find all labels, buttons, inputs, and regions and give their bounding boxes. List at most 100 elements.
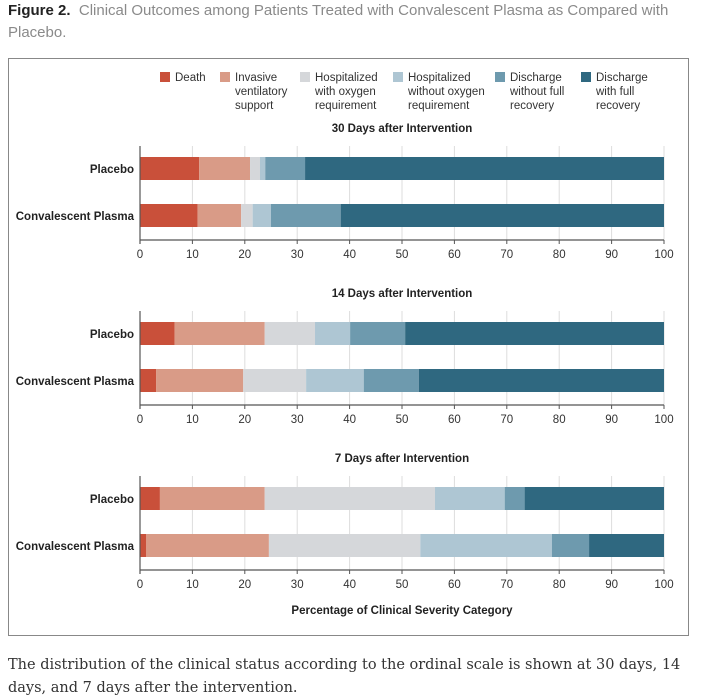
x-tick-label: 40 — [343, 414, 356, 426]
bar-segment — [259, 157, 266, 180]
x-tick-label: 0 — [137, 414, 143, 426]
bar-segment — [243, 369, 307, 392]
x-tick-label: 80 — [553, 579, 566, 591]
bar-segment — [271, 204, 341, 227]
x-tick-label: 20 — [238, 249, 251, 261]
figure-title-text: Clinical Outcomes among Patients Treated… — [8, 2, 669, 41]
legend-label: requirement — [408, 100, 470, 112]
legend-label: Discharge — [596, 72, 648, 84]
bar-segment — [174, 322, 265, 345]
legend-label: Death — [175, 72, 206, 84]
legend-label: recovery — [510, 100, 554, 112]
figure-label: Figure 2. — [8, 2, 71, 19]
bar-segment — [140, 487, 160, 510]
bar-segment — [350, 322, 406, 345]
legend-swatch — [300, 72, 310, 82]
legend-label: with full — [595, 86, 634, 98]
bar-segment — [140, 204, 198, 227]
bar-segment — [435, 487, 505, 510]
bar-segment — [146, 534, 269, 557]
category-label: Placebo — [90, 164, 134, 176]
bar-segment — [250, 157, 260, 180]
x-tick-label: 30 — [291, 579, 304, 591]
x-tick-label: 100 — [654, 249, 673, 261]
bar-segment — [252, 204, 271, 227]
panel-title: 7 Days after Intervention — [335, 453, 469, 465]
bar-segment — [524, 487, 664, 510]
x-tick-label: 60 — [448, 414, 461, 426]
x-tick-label: 40 — [343, 249, 356, 261]
x-tick-label: 50 — [396, 249, 409, 261]
panel-title: 30 Days after Intervention — [332, 123, 473, 135]
legend-label: without full — [509, 86, 564, 98]
legend-label: Hospitalized — [315, 72, 378, 84]
legend-swatch — [160, 72, 170, 82]
legend-label: requirement — [315, 100, 377, 112]
x-tick-label: 10 — [186, 249, 199, 261]
x-tick-label: 80 — [553, 249, 566, 261]
bar-segment — [504, 487, 525, 510]
bar-segment — [140, 369, 157, 392]
x-tick-label: 40 — [343, 579, 356, 591]
x-tick-label: 70 — [500, 414, 513, 426]
legend-label: Invasive — [235, 72, 277, 84]
x-tick-label: 50 — [396, 414, 409, 426]
legend-label: ventilatory — [235, 86, 288, 98]
bar-segment — [305, 157, 664, 180]
legend-label: recovery — [596, 100, 640, 112]
x-tick-label: 0 — [137, 249, 143, 261]
x-tick-label: 20 — [238, 414, 251, 426]
bar-segment — [589, 534, 664, 557]
legend-label: without oxygen — [407, 86, 485, 98]
legend-swatch — [581, 72, 591, 82]
bar-segment — [241, 204, 253, 227]
category-label: Convalescent Plasma — [16, 376, 135, 388]
x-tick-label: 90 — [605, 249, 618, 261]
x-tick-label: 80 — [553, 414, 566, 426]
x-tick-label: 90 — [605, 579, 618, 591]
bar-segment — [140, 534, 147, 557]
legend-label: support — [235, 100, 274, 112]
bar-segment — [420, 534, 552, 557]
x-tick-label: 90 — [605, 414, 618, 426]
x-tick-label: 100 — [654, 414, 673, 426]
bar-segment — [315, 322, 351, 345]
category-label: Placebo — [90, 494, 134, 506]
bar-segment — [340, 204, 664, 227]
bar-segment — [140, 157, 200, 180]
bar-segment — [306, 369, 364, 392]
x-tick-label: 100 — [654, 579, 673, 591]
x-tick-label: 0 — [137, 579, 143, 591]
bar-segment — [418, 369, 664, 392]
legend-label: Hospitalized — [408, 72, 471, 84]
x-tick-label: 50 — [396, 579, 409, 591]
category-label: Convalescent Plasma — [16, 541, 135, 553]
legend-swatch — [220, 72, 230, 82]
x-tick-label: 10 — [186, 414, 199, 426]
legend-swatch — [393, 72, 403, 82]
legend-label: Discharge — [510, 72, 562, 84]
legend-swatch — [495, 72, 505, 82]
category-label: Placebo — [90, 329, 134, 341]
figure-frame — [8, 58, 689, 636]
bar-segment — [363, 369, 419, 392]
bar-segment — [140, 322, 175, 345]
x-tick-label: 70 — [500, 249, 513, 261]
bar-segment — [197, 204, 242, 227]
category-label: Convalescent Plasma — [16, 211, 135, 223]
bar-segment — [264, 322, 316, 345]
x-tick-label: 70 — [500, 579, 513, 591]
legend-label: with oxygen — [314, 86, 376, 98]
figure-caption: The distribution of the clinical status … — [8, 657, 681, 696]
bar-segment — [551, 534, 590, 557]
bar-segment — [199, 157, 251, 180]
x-tick-label: 20 — [238, 579, 251, 591]
bar-segment — [159, 487, 265, 510]
figure-title: Figure 2. Clinical Outcomes among Patien… — [8, 0, 698, 44]
bar-segment — [405, 322, 664, 345]
bar-segment — [156, 369, 244, 392]
bar-segment — [264, 487, 436, 510]
bar-segment — [265, 157, 306, 180]
x-axis-label: Percentage of Clinical Severity Category — [291, 605, 513, 617]
